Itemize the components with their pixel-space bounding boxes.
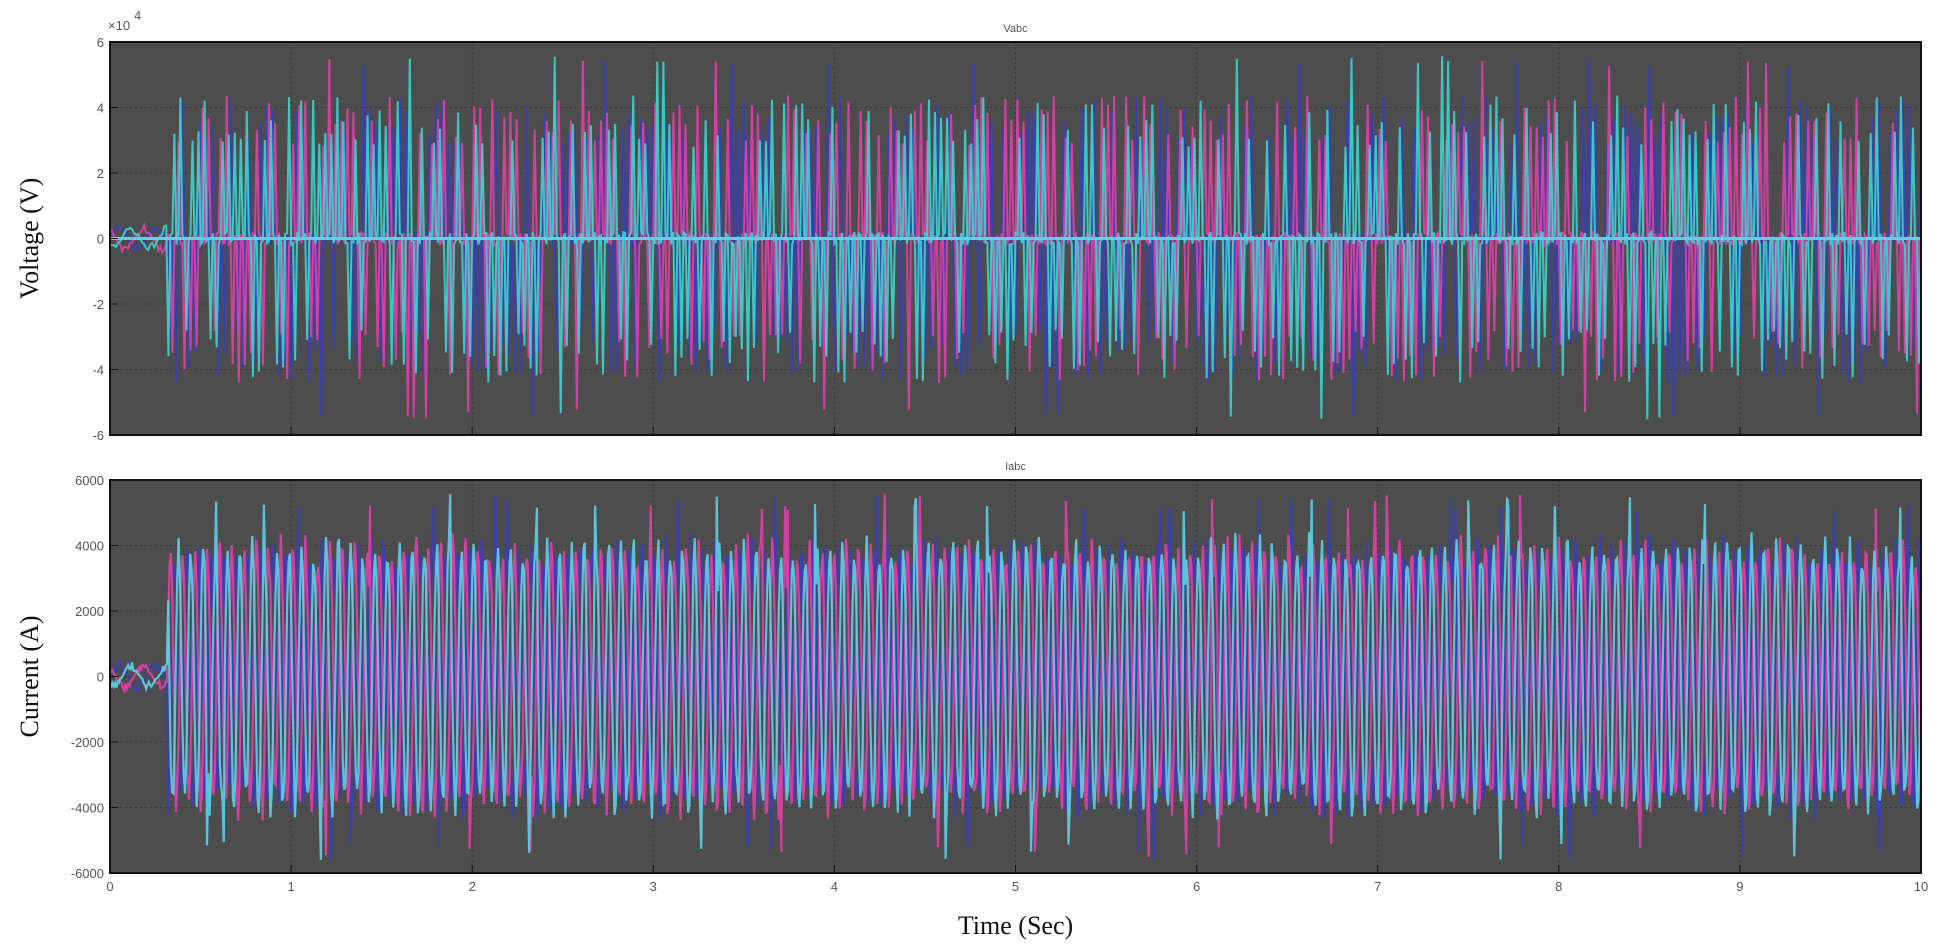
y-multiplier-exponent: 4	[134, 8, 141, 23]
x-tick-label: 9	[1736, 879, 1743, 894]
x-tick-label: 0	[106, 879, 113, 894]
y-tick-label: -6000	[71, 866, 104, 881]
y-tick-label: 4000	[75, 539, 104, 554]
x-tick-label: 6	[1193, 879, 1200, 894]
x-tick-label: 5	[1012, 879, 1019, 894]
x-tick-label: 1	[287, 879, 294, 894]
y-tick-label: -2000	[71, 735, 104, 750]
y-tick-label: 6000	[75, 473, 104, 488]
x-tick-label: 10	[1914, 879, 1928, 894]
subplot-title: Vabc	[1003, 23, 1028, 35]
y-tick-label: -4000	[71, 801, 104, 816]
y-multiplier-label: ×10	[108, 18, 130, 33]
y-axis-label: Voltage (V)	[15, 178, 44, 300]
y-tick-label: 2000	[75, 604, 104, 619]
y-tick-label: 6	[97, 35, 104, 50]
x-tick-label: 7	[1374, 879, 1381, 894]
series-Va	[109, 59, 1922, 418]
x-tick-label: 8	[1555, 879, 1562, 894]
y-tick-label: 0	[97, 232, 104, 247]
x-tick-label: 3	[650, 879, 657, 894]
subplot-iabc: -6000 -4000 -2000 0 2000 4000 6000 0 1 2 3 4 5 6 7 8 9 10…	[15, 461, 1928, 940]
y-tick-label: 0	[97, 670, 104, 685]
y-tick-label: 4	[97, 101, 104, 116]
y-tick-label: -6	[92, 428, 104, 443]
y-tick-label: -4	[92, 363, 104, 378]
subplot-title: Iabc	[1005, 461, 1026, 473]
y-tick-label: 2	[97, 166, 104, 181]
series-Ic	[108, 494, 1923, 860]
series-Ib	[108, 493, 1923, 857]
subplot-vabc: -6 -4 -2 0 2 4 6 Vabc Voltage (V) ×10 4	[15, 8, 1922, 443]
x-axis-label: Time (Sec)	[958, 911, 1073, 940]
y-tick-label: -2	[92, 297, 104, 312]
y-axis-label: Current (A)	[15, 615, 44, 737]
x-tick-label: 4	[831, 879, 838, 894]
x-tick-label: 2	[469, 879, 476, 894]
